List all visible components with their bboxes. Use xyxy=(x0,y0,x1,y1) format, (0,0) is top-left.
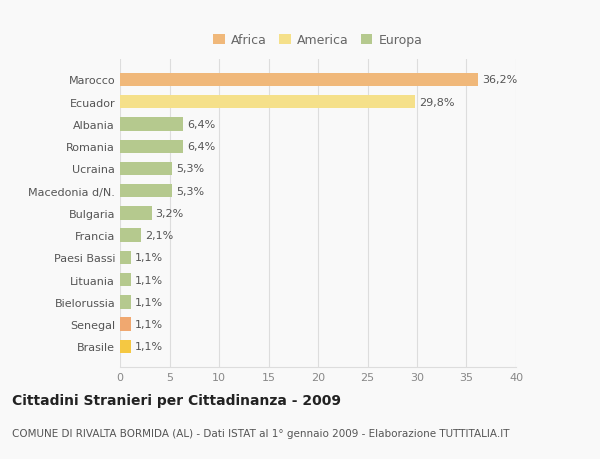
Bar xyxy=(120,318,131,331)
Text: 29,8%: 29,8% xyxy=(419,97,454,107)
Bar xyxy=(120,251,131,264)
Bar xyxy=(120,207,152,220)
Text: 1,1%: 1,1% xyxy=(135,297,163,307)
Text: 3,2%: 3,2% xyxy=(155,208,184,218)
Bar xyxy=(120,73,478,87)
Text: 5,3%: 5,3% xyxy=(176,164,205,174)
Text: 36,2%: 36,2% xyxy=(482,75,518,85)
Text: 1,1%: 1,1% xyxy=(135,253,163,263)
Bar xyxy=(120,118,184,131)
Text: 6,4%: 6,4% xyxy=(187,142,215,152)
Bar xyxy=(120,96,415,109)
Bar xyxy=(120,296,131,309)
Text: COMUNE DI RIVALTA BORMIDA (AL) - Dati ISTAT al 1° gennaio 2009 - Elaborazione TU: COMUNE DI RIVALTA BORMIDA (AL) - Dati IS… xyxy=(12,428,509,438)
Text: 1,1%: 1,1% xyxy=(135,341,163,352)
Text: 2,1%: 2,1% xyxy=(145,230,173,241)
Bar xyxy=(120,340,131,353)
Text: 1,1%: 1,1% xyxy=(135,319,163,330)
Bar xyxy=(120,140,184,153)
Text: 6,4%: 6,4% xyxy=(187,120,215,130)
Bar xyxy=(120,274,131,287)
Legend: Africa, America, Europa: Africa, America, Europa xyxy=(208,29,427,52)
Text: Cittadini Stranieri per Cittadinanza - 2009: Cittadini Stranieri per Cittadinanza - 2… xyxy=(12,393,341,407)
Bar xyxy=(120,162,172,176)
Bar xyxy=(120,229,141,242)
Text: 1,1%: 1,1% xyxy=(135,275,163,285)
Text: 5,3%: 5,3% xyxy=(176,186,205,196)
Bar xyxy=(120,185,172,198)
